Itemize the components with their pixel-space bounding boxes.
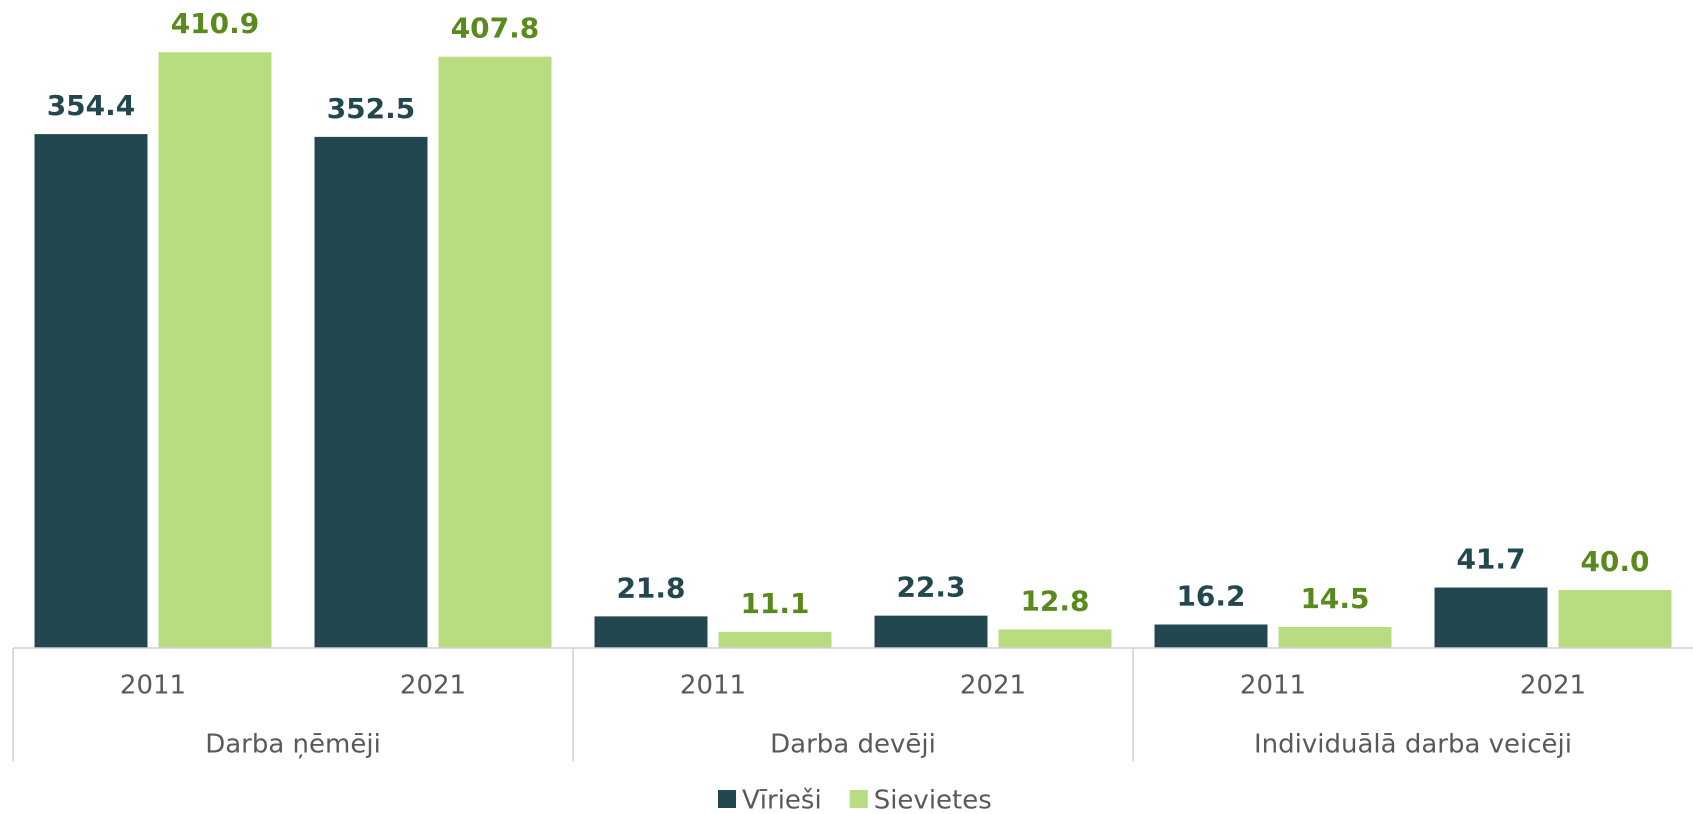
legend-label: Sievietes — [874, 786, 992, 814]
value-label: 14.5 — [1300, 582, 1369, 615]
bar — [594, 616, 708, 648]
value-label: 40.0 — [1580, 545, 1649, 578]
legend-swatch — [849, 790, 868, 808]
bar — [998, 629, 1112, 648]
bar — [1154, 624, 1268, 648]
x-tick-label: 2011 — [1240, 671, 1306, 701]
bar — [438, 56, 552, 648]
x-tick-label: 2011 — [120, 671, 186, 701]
value-label: 16.2 — [1176, 580, 1245, 613]
legend-swatch — [718, 790, 736, 808]
bar — [34, 134, 148, 648]
bar — [874, 615, 988, 648]
x-tick-label: 2011 — [680, 671, 746, 701]
value-label: 21.8 — [616, 571, 685, 604]
x-tick-label: 2021 — [960, 671, 1026, 701]
legend-label: Vīrieši — [742, 786, 822, 814]
x-tick-label: 2021 — [400, 671, 466, 701]
bar — [1278, 626, 1392, 648]
value-label: 22.3 — [896, 571, 965, 604]
x-tick-label: 2021 — [1520, 671, 1586, 701]
value-label: 352.5 — [327, 92, 416, 125]
bar — [314, 136, 428, 648]
bar — [158, 52, 272, 648]
value-label: 12.8 — [1020, 584, 1089, 617]
group-label: Individuālā darba veicēji — [1254, 730, 1572, 760]
value-label: 354.4 — [47, 89, 136, 122]
group-label: Darba devēji — [770, 730, 936, 760]
bar — [1558, 590, 1672, 648]
value-label: 410.9 — [171, 7, 260, 40]
bar — [718, 631, 832, 648]
value-label: 407.8 — [451, 12, 540, 45]
value-label: 11.1 — [740, 587, 809, 620]
bar — [1434, 587, 1548, 648]
group-label: Darba ņēmēji — [205, 730, 381, 760]
value-label: 41.7 — [1456, 543, 1525, 576]
